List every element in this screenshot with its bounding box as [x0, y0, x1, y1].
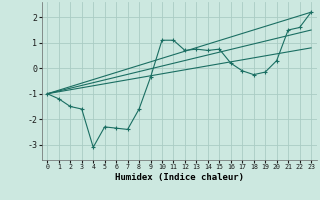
X-axis label: Humidex (Indice chaleur): Humidex (Indice chaleur) [115, 173, 244, 182]
